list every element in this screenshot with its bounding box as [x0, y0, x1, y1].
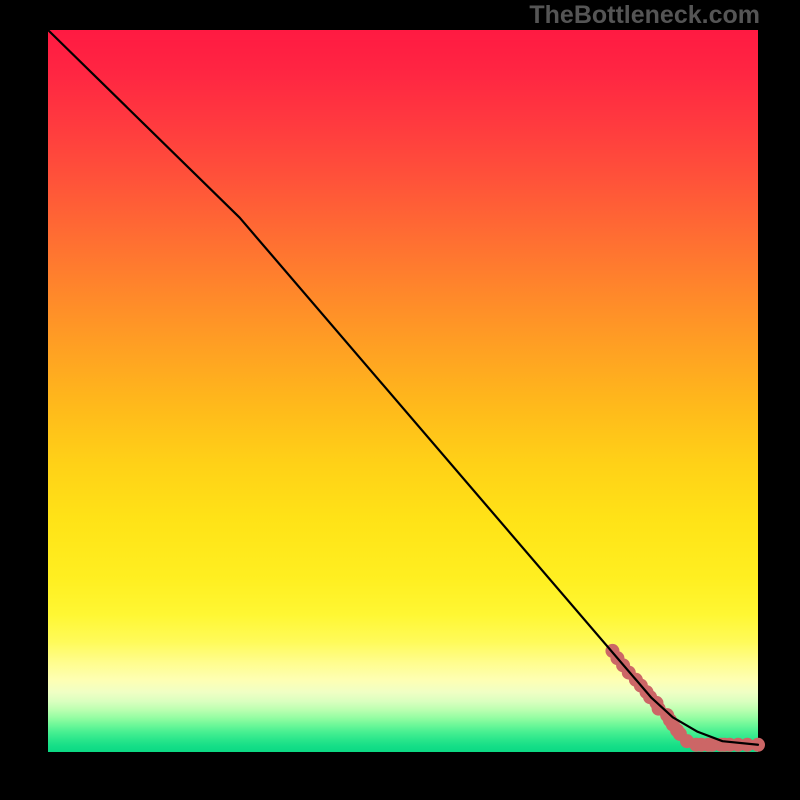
- gradient-background: [48, 30, 758, 752]
- watermark-text: TheBottleneck.com: [529, 1, 760, 30]
- chart-canvas: [0, 0, 800, 800]
